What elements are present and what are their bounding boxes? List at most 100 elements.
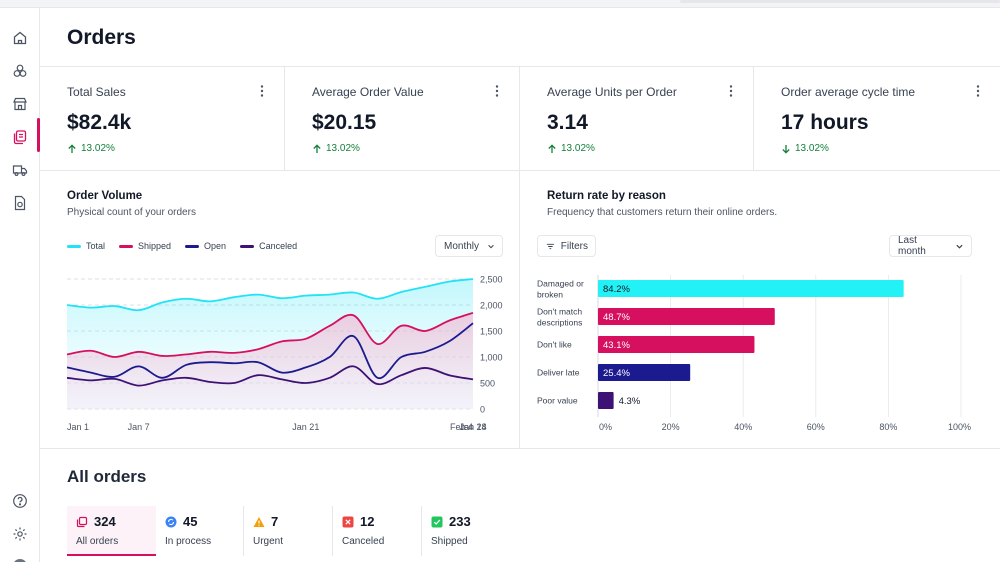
x-tick-label: Feb 4 [450,422,473,432]
legend-label: Total [86,241,106,251]
bar [598,392,614,409]
return-period-value: Last month [898,235,926,257]
sidebar-item-orders[interactable] [8,125,32,149]
period-select-value: Monthly [444,240,480,252]
tab-label: In process [165,536,212,547]
kpi-label: Total Sales [67,85,126,99]
order-volume-subtitle: Physical count of your orders [67,207,196,218]
legend-item-open: Open [185,241,226,251]
settings-icon [13,527,27,541]
arrow-up-icon [313,143,321,153]
category-label: Poor value [537,396,578,406]
legend-item-total: Total [67,241,105,251]
sidebar-item-products[interactable] [8,59,32,83]
series-line-shipped [66,311,474,358]
order-volume-chart: 0 500 1,000 1,500 2,000 2,500 Jan 1 Jan 7 Jan 14… [66,275,503,432]
tab-urgent[interactable]: 7 Urgent [244,506,333,556]
chevron-down-icon [488,244,494,248]
kpi-card-cycle-time: Order average cycle time 17 hours 13.02% [754,67,1000,171]
tab-shipped[interactable]: 233 Shipped [422,506,512,556]
legend-label: Shipped [138,241,172,251]
kpi-card-total-sales: Total Sales $82.4k 13.02% [40,67,285,171]
x-tick-label: Jan 21 [292,422,319,432]
period-select[interactable]: Monthly [435,235,503,257]
kpi-change-value: 13.02% [81,143,115,154]
kpi-label: Average Units per Order [547,85,677,99]
x-tick-label: Jan 1 [67,422,89,432]
bar-value-label: 25.4% [603,368,630,379]
x-tick-label: 100% [948,422,971,432]
tab-in-process[interactable]: 45 In process [156,506,244,556]
arrow-up-icon [548,143,556,153]
return-rate-title: Return rate by reason [547,190,666,202]
order-volume-title: Order Volume [67,190,143,202]
return-period-select[interactable]: Last month [889,235,972,257]
sidebar-item-store[interactable] [8,92,32,116]
tab-all-orders[interactable]: 324 All orders [67,506,156,556]
x-tick-label: 80% [879,422,897,432]
bar-value-label: 4.3% [619,396,641,407]
orders-icon [76,516,88,528]
x-tick-label: 40% [734,422,752,432]
more-options-button[interactable] [258,83,266,99]
kpi-change: 13.02% [781,143,829,154]
legend-swatch [240,244,255,248]
legend-label: Canceled [259,241,298,251]
more-options-button[interactable] [493,83,501,99]
more-options-button[interactable] [727,83,735,99]
filter-icon [546,243,554,249]
more-vertical-icon [260,85,264,97]
y-tick-label: 2,500 [480,275,503,285]
more-vertical-icon [729,85,733,97]
warning-icon [253,516,265,528]
filters-button[interactable]: Filters [537,235,596,257]
tab-canceled[interactable]: 12 Canceled [333,506,422,556]
charts-row: Order Volume Physical count of your orde… [40,171,1000,449]
main-content: Orders Total Sales $82.4k 13.02% Average… [40,8,1000,562]
sidebar-item-help[interactable] [8,489,32,513]
products-icon [13,64,27,77]
kpi-change-value: 13.02% [795,143,829,154]
kpi-value: 17 hours [781,111,869,134]
kpi-change-value: 13.02% [561,143,595,154]
legend-swatch [67,244,81,248]
sidebar-item-delivery[interactable] [8,158,32,182]
kpi-value: $20.15 [312,111,377,134]
more-options-button[interactable] [974,83,982,99]
category-label: broken [537,290,563,300]
legend-label: Open [204,241,227,251]
bar [598,280,904,297]
sidebar-item-settings[interactable] [8,522,32,546]
bar [598,364,691,381]
bar [598,336,755,353]
category-label: Damaged or [537,279,584,289]
orders-icon [13,130,27,145]
kpi-change-value: 13.02% [326,143,360,154]
delivery-truck-icon [12,165,28,177]
kpi-change: 13.02% [312,143,360,154]
tab-label: Shipped [431,536,468,547]
kpi-change: 13.02% [547,143,595,154]
y-tick-label: 1,500 [480,327,503,337]
category-label: descriptions [537,318,582,328]
bar-value-label: 43.1% [603,340,630,351]
category-label: Don't match [537,307,582,317]
legend-swatch [185,244,200,248]
order-status-tabs: 324 All orders 45 In process 7 Urgent 12… [67,506,512,562]
y-tick-label: 0 [480,405,485,415]
sidebar [0,8,40,562]
tab-label: Canceled [342,536,385,547]
legend-swatch [119,244,134,248]
sidebar-item-home[interactable] [8,26,32,50]
more-vertical-icon [976,85,980,97]
home-icon [13,31,27,45]
more-vertical-icon [495,85,499,97]
help-icon [13,494,27,508]
sidebar-item-profile[interactable] [8,552,32,562]
sidebar-item-invoices[interactable] [8,191,32,215]
order-volume-panel: Order Volume Physical count of your orde… [40,171,520,448]
x-tick-label: Jan 14 [459,422,486,432]
avatar [14,559,26,562]
bar-value-label: 84.2% [603,284,630,295]
